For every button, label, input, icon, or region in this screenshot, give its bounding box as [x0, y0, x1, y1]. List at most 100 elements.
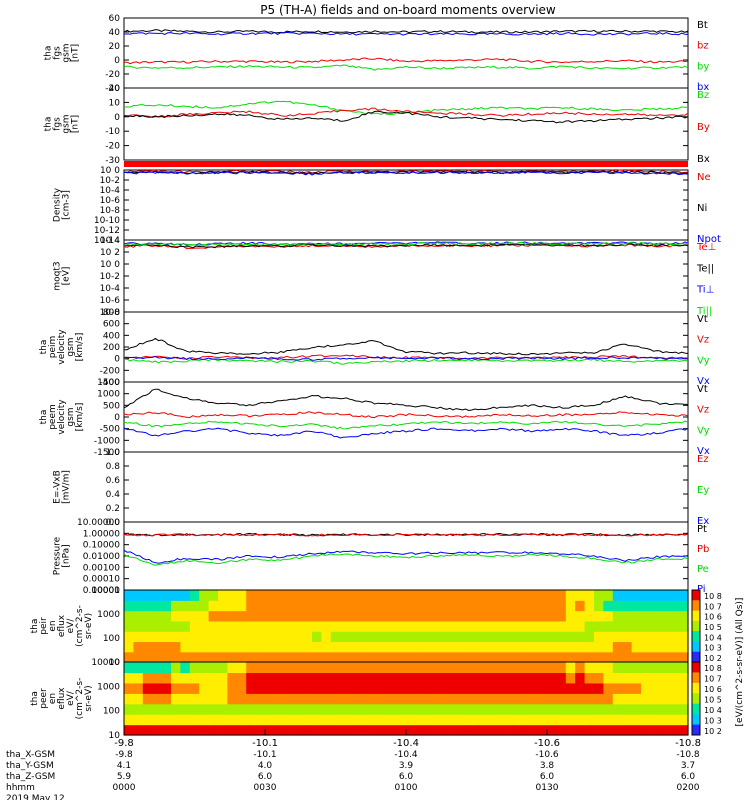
legend-label: Pb	[697, 544, 709, 555]
heatmap-cell	[359, 651, 369, 663]
heatmap-cell	[575, 600, 586, 612]
colorbar-frame	[691, 661, 701, 736]
heatmap-cell	[659, 693, 670, 705]
heatmap-cell	[321, 631, 332, 643]
ylabel-line: [nT]	[71, 115, 81, 133]
heatmap-cell	[255, 724, 266, 736]
heatmap-cell	[669, 620, 680, 632]
heatmap-cell	[255, 682, 266, 694]
heatmap-cell	[471, 724, 482, 736]
heatmap-cell	[641, 631, 651, 643]
heatmap-cell	[537, 714, 548, 726]
legend-label: Vx	[697, 376, 710, 387]
heatmap-cell	[218, 672, 228, 684]
heatmap-cell	[293, 610, 304, 622]
heatmap-cell	[415, 651, 426, 663]
heatmap-cell	[180, 610, 191, 622]
heatmap-cell	[368, 590, 379, 601]
heatmap-cell	[312, 590, 322, 601]
heatmap-cell	[312, 610, 322, 622]
heatmap-cell	[349, 620, 360, 632]
heatmap-cell	[189, 714, 200, 726]
heatmap-cell	[641, 600, 651, 612]
ylabel-line: gsm	[62, 114, 72, 133]
heatmap-cell	[227, 672, 238, 684]
heatmap-cell	[471, 620, 482, 632]
heatmap-cell	[556, 682, 567, 694]
ytick-label: 600	[103, 320, 120, 330]
panel-frame	[123, 169, 689, 241]
ytick-label: 10 2	[100, 248, 120, 258]
legend-label: Npot	[697, 234, 721, 245]
heatmap-cell	[415, 714, 426, 726]
heatmap-cell	[565, 600, 576, 612]
heatmap-cell	[500, 600, 510, 612]
heatmap-cell	[171, 703, 181, 715]
heatmap-cell	[274, 620, 285, 632]
ylabel-line: tha	[39, 340, 49, 355]
heatmap-cell	[500, 610, 510, 622]
heatmap-cell	[678, 703, 689, 715]
heatmap-cell	[133, 682, 144, 694]
heatmap-cell	[359, 693, 369, 705]
colorbar-tick: 10 3	[704, 717, 722, 726]
heatmap-cell	[152, 714, 163, 726]
heatmap-cell	[518, 641, 529, 653]
heatmap-cell	[462, 620, 473, 632]
heatmap-cell	[500, 682, 510, 694]
heatmap-cell	[274, 724, 285, 736]
heatmap-cell	[471, 662, 482, 674]
heatmap-cell	[199, 651, 210, 663]
heatmap-cell	[293, 703, 304, 715]
heatmap-cell	[556, 610, 567, 622]
heatmap-cell	[312, 600, 322, 612]
heatmap-cell	[274, 682, 285, 694]
heatmap-cell	[312, 620, 322, 632]
heatmap-cell	[321, 651, 332, 663]
colorbar-segment	[692, 620, 700, 632]
heatmap-cell	[481, 641, 492, 653]
heatmap-cell	[189, 662, 200, 674]
ytick-label: 1000	[97, 610, 120, 620]
heatmap-cell	[208, 590, 219, 601]
heatmap-cell	[312, 714, 322, 726]
heatmap-cell	[537, 662, 548, 674]
colorbar-tick: 10 6	[704, 685, 722, 694]
heatmap-cell	[678, 714, 689, 726]
heatmap-cell	[584, 672, 595, 684]
heatmap-cell	[133, 672, 144, 684]
heatmap-cell	[293, 600, 304, 612]
panel-frame	[123, 17, 689, 89]
heatmap-cell	[443, 724, 454, 736]
ytick-label: 60	[109, 14, 121, 24]
heatmap-cell	[359, 714, 369, 726]
heatmap-cell	[415, 641, 426, 653]
heatmap-cell	[359, 641, 369, 653]
heatmap-cell	[556, 724, 567, 736]
ylabel-line: [km/s]	[75, 333, 85, 362]
ephem-value: 0100	[395, 783, 418, 793]
heatmap-cell	[490, 641, 501, 653]
heatmap-cell	[161, 672, 172, 684]
series-line-Pe	[123, 553, 689, 566]
heatmap-cell	[142, 703, 153, 715]
heatmap-cell	[255, 641, 266, 653]
heatmap-cell	[406, 682, 416, 694]
heatmap-cell	[612, 724, 623, 736]
heatmap-cell	[537, 693, 548, 705]
heatmap-cell	[312, 693, 322, 705]
heatmap-cell	[528, 651, 539, 663]
panel-4: moqt3 [eV] 10 4 10 2 10 0 10-2 10-4 10-6 10-8 Te⊥…	[53, 236, 717, 318]
heatmap-cell	[152, 662, 163, 674]
legend-label: bx	[697, 82, 709, 93]
heatmap-cell	[349, 693, 360, 705]
heatmap-cell	[340, 703, 351, 715]
heatmap-cell	[434, 590, 445, 601]
heatmap-cell	[189, 693, 200, 705]
heatmap-cell	[622, 641, 633, 653]
heatmap-cell	[678, 590, 689, 601]
heatmap-cell	[518, 662, 529, 674]
heatmap-cell	[124, 631, 134, 643]
heatmap-cell	[556, 620, 567, 632]
heatmap-cell	[641, 651, 651, 663]
